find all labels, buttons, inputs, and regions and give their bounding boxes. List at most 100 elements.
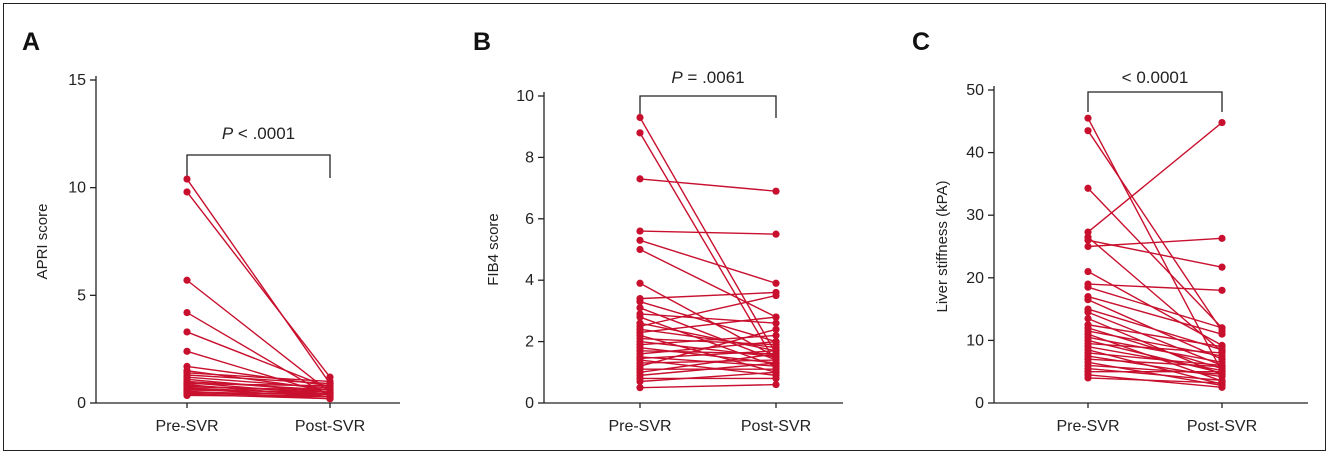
pre-svr-point <box>1084 236 1092 244</box>
pair-line <box>1087 339 1223 374</box>
pre-svr-point <box>183 328 191 336</box>
pair-line <box>1087 270 1223 347</box>
pair-line <box>1087 237 1223 248</box>
post-svr-point <box>772 368 780 376</box>
post-svr-point <box>772 187 780 195</box>
pre-svr-point <box>1084 267 1092 276</box>
pre-svr-point <box>636 113 644 122</box>
pre-svr-point <box>1084 314 1092 323</box>
pair-line <box>639 291 777 300</box>
post-svr-point <box>772 350 780 358</box>
pair-line <box>186 389 331 393</box>
pair-line <box>1087 295 1223 335</box>
post-svr-point <box>772 325 780 333</box>
pair-line <box>1087 358 1223 368</box>
panel-letter: B <box>473 28 491 56</box>
pre-svr-point <box>183 391 191 400</box>
pair-line <box>186 394 331 398</box>
pair-line <box>1087 336 1223 363</box>
post-svr-point <box>1218 324 1226 332</box>
y-tick-label: 0 <box>975 395 984 412</box>
post-svr-point <box>772 230 780 238</box>
pair-line <box>639 117 777 355</box>
y-tick-label: 10 <box>68 180 86 197</box>
pair-line <box>639 313 777 324</box>
post-svr-point <box>772 359 780 367</box>
x-tick-label: Pre-SVR <box>155 418 218 435</box>
pair-line <box>1087 117 1223 373</box>
post-svr-point <box>1218 234 1226 242</box>
pair-line <box>186 191 331 378</box>
pair-line <box>639 328 777 367</box>
pair-line <box>1087 187 1223 329</box>
y-tick-label: 5 <box>77 287 86 304</box>
y-tick-label: 0 <box>77 395 86 412</box>
pre-svr-point <box>183 347 191 355</box>
x-tick-label: Post-SVR <box>295 418 365 435</box>
y-tick-label: 50 <box>966 82 984 99</box>
pair-line <box>639 350 777 360</box>
pair-line <box>1087 286 1223 329</box>
pre-svr-point <box>636 377 644 386</box>
x-tick-label: Post-SVR <box>1187 418 1257 435</box>
pair-line <box>639 239 777 284</box>
pre-svr-point <box>1084 114 1092 122</box>
pre-svr-point <box>1084 184 1092 192</box>
panel-c: C 0 10 20 30 40 50 Pre-SVR Post-SVR Liver stiffne… <box>912 28 1308 435</box>
pre-svr-point <box>636 129 644 137</box>
significance-bracket <box>639 95 777 118</box>
pair-line <box>639 248 777 318</box>
post-svr-point <box>326 392 334 401</box>
pair-line <box>639 307 777 361</box>
pair-line <box>639 322 777 352</box>
pair-line <box>1087 122 1223 233</box>
pre-svr-point <box>636 298 644 306</box>
post-svr-point <box>772 319 780 327</box>
pair-line <box>639 294 777 327</box>
pair-line <box>1087 364 1223 375</box>
pair-line <box>639 132 777 364</box>
pair-line <box>639 383 777 389</box>
pair-line <box>1087 324 1223 348</box>
x-tick-label: Pre-SVR <box>1056 418 1119 435</box>
pair-line <box>186 391 331 396</box>
post-svr-point <box>772 338 780 346</box>
pair-line <box>639 178 777 192</box>
pair-line <box>1087 311 1223 367</box>
post-svr-point <box>772 380 780 389</box>
pair-line <box>1087 342 1223 354</box>
pre-svr-point <box>636 227 644 235</box>
pair-line <box>639 362 777 377</box>
pair-line <box>186 178 331 385</box>
pair-line <box>186 380 331 391</box>
y-tick-label: 30 <box>966 207 984 224</box>
pre-svr-point <box>636 384 644 392</box>
y-tick-label: 10 <box>516 88 534 105</box>
y-tick-label: 20 <box>966 270 984 287</box>
post-svr-point <box>1218 286 1226 294</box>
pair-line <box>639 328 777 349</box>
pair-line <box>639 353 777 373</box>
y-axis-label: FIB4 score <box>485 213 502 286</box>
pair-line <box>1087 130 1223 332</box>
post-svr-point <box>772 291 780 300</box>
y-tick-label: 8 <box>525 149 534 166</box>
pre-svr-point <box>636 175 644 183</box>
significance-bracket <box>1087 91 1223 112</box>
pair-line <box>1087 352 1223 367</box>
y-tick-label: 6 <box>525 211 534 228</box>
y-tick-label: 2 <box>525 334 534 351</box>
y-tick-label: 15 <box>68 72 86 89</box>
pair-line <box>639 282 777 358</box>
pre-svr-point <box>183 175 191 183</box>
significance-bracket <box>186 154 331 178</box>
pre-svr-point <box>1084 283 1092 291</box>
pair-line <box>186 279 331 393</box>
panel-letter: A <box>22 28 40 56</box>
pair-line <box>639 371 777 383</box>
pair-line <box>639 334 777 373</box>
y-axis-label: APRI score <box>34 204 51 280</box>
panel-b: B 0 2 4 6 8 10 Pre-SVR Post-SVR FIB4 score P = .00… <box>473 28 843 435</box>
pair-line <box>186 374 331 385</box>
pair-line <box>1087 283 1223 292</box>
